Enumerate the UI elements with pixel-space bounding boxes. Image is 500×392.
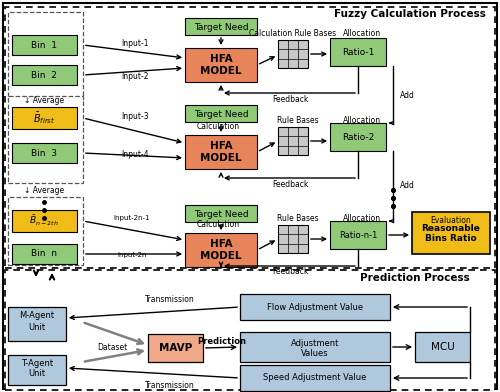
Text: Transmission: Transmission	[145, 294, 195, 303]
Text: Prediction: Prediction	[198, 336, 246, 345]
Bar	[185, 205, 257, 222]
Text: Evaluation: Evaluation	[430, 216, 472, 225]
Text: Transmission: Transmission	[145, 381, 195, 390]
Bar	[278, 225, 308, 253]
Text: Ratio-1: Ratio-1	[342, 47, 374, 56]
Text: Bin  2: Bin 2	[31, 71, 57, 80]
Text: Prediction Process: Prediction Process	[360, 273, 470, 283]
Text: Allocation: Allocation	[343, 214, 381, 223]
Bar	[8, 197, 83, 265]
Text: Speed Adjustment Value: Speed Adjustment Value	[264, 374, 366, 383]
Text: Ratio-n-1: Ratio-n-1	[339, 230, 377, 240]
Text: Ratio-2: Ratio-2	[342, 132, 374, 142]
Text: MODEL: MODEL	[200, 66, 242, 76]
Bar	[8, 96, 83, 183]
Bar	[185, 105, 257, 122]
Bar	[330, 123, 386, 151]
Text: Values: Values	[301, 350, 329, 359]
Bar	[185, 233, 257, 267]
Bar	[8, 12, 83, 100]
Bar	[5, 7, 495, 268]
Bar	[185, 18, 257, 35]
Text: Input-2: Input-2	[121, 71, 149, 80]
Bar	[412, 212, 490, 254]
Bar	[415, 332, 470, 362]
Bar	[5, 270, 495, 390]
Bar	[8, 307, 66, 341]
Text: Calculation Rule Bases: Calculation Rule Bases	[250, 29, 336, 38]
Text: Input-1: Input-1	[121, 38, 149, 47]
Text: MAVP: MAVP	[160, 343, 192, 353]
Text: Input-4: Input-4	[121, 149, 149, 158]
Bar	[330, 221, 386, 249]
Bar	[240, 365, 390, 391]
Text: Feedback: Feedback	[272, 180, 308, 189]
Text: Dataset: Dataset	[97, 343, 127, 352]
Bar	[12, 143, 77, 163]
Text: Flow Adjustment Value: Flow Adjustment Value	[267, 303, 363, 312]
Text: HFA: HFA	[210, 239, 233, 249]
Bar	[12, 244, 77, 264]
Text: Add: Add	[400, 91, 415, 100]
Text: Bins Ratio: Bins Ratio	[425, 234, 477, 243]
Bar	[12, 107, 77, 129]
Bar	[278, 127, 308, 155]
Text: MODEL: MODEL	[200, 153, 242, 163]
Text: Target Need: Target Need	[194, 22, 248, 31]
Text: ↓ Average: ↓ Average	[24, 96, 64, 105]
Bar	[12, 65, 77, 85]
Text: Unit: Unit	[28, 323, 46, 332]
Text: Reasonable: Reasonable	[422, 223, 480, 232]
Text: MCU: MCU	[431, 342, 455, 352]
Bar	[8, 355, 66, 385]
Text: Input-2n: Input-2n	[117, 252, 147, 258]
Text: Feedback: Feedback	[272, 267, 308, 276]
Bar	[330, 38, 386, 66]
Text: HFA: HFA	[210, 141, 233, 151]
Text: Rule Bases: Rule Bases	[277, 116, 319, 125]
Text: T-Agent: T-Agent	[21, 359, 53, 368]
Text: Bin  n: Bin n	[31, 249, 57, 258]
Text: Feedback: Feedback	[272, 94, 308, 103]
Text: Add: Add	[400, 180, 415, 189]
Text: Target Need: Target Need	[194, 209, 248, 218]
Text: $\bar{B}_{first}$: $\bar{B}_{first}$	[33, 110, 55, 126]
Text: M-Agent: M-Agent	[20, 312, 54, 321]
Bar	[148, 334, 203, 362]
Bar	[12, 35, 77, 55]
Bar	[240, 332, 390, 362]
Text: ↓ Average: ↓ Average	[24, 185, 64, 194]
Text: Allocation: Allocation	[343, 29, 381, 38]
Bar	[240, 294, 390, 320]
Bar	[185, 135, 257, 169]
Text: MODEL: MODEL	[200, 251, 242, 261]
Text: HFA: HFA	[210, 54, 233, 64]
Bar	[12, 210, 77, 232]
Text: Target Need: Target Need	[194, 109, 248, 118]
Text: Calculation: Calculation	[196, 122, 240, 131]
Bar	[278, 40, 308, 68]
Text: Fuzzy Calculation Process: Fuzzy Calculation Process	[334, 9, 486, 19]
Text: Rule Bases: Rule Bases	[277, 214, 319, 223]
Text: Adjustment: Adjustment	[291, 339, 339, 347]
Bar	[185, 48, 257, 82]
Text: Bin  1: Bin 1	[31, 40, 57, 49]
Text: Input-3: Input-3	[121, 111, 149, 120]
Text: Allocation: Allocation	[343, 116, 381, 125]
Text: Calculation: Calculation	[196, 220, 240, 229]
Text: Input-2n-1: Input-2n-1	[114, 215, 150, 221]
Text: Bin  3: Bin 3	[31, 149, 57, 158]
Text: Unit: Unit	[28, 368, 46, 377]
Text: $\bar{B}_{n-2th}$: $\bar{B}_{n-2th}$	[29, 214, 59, 228]
